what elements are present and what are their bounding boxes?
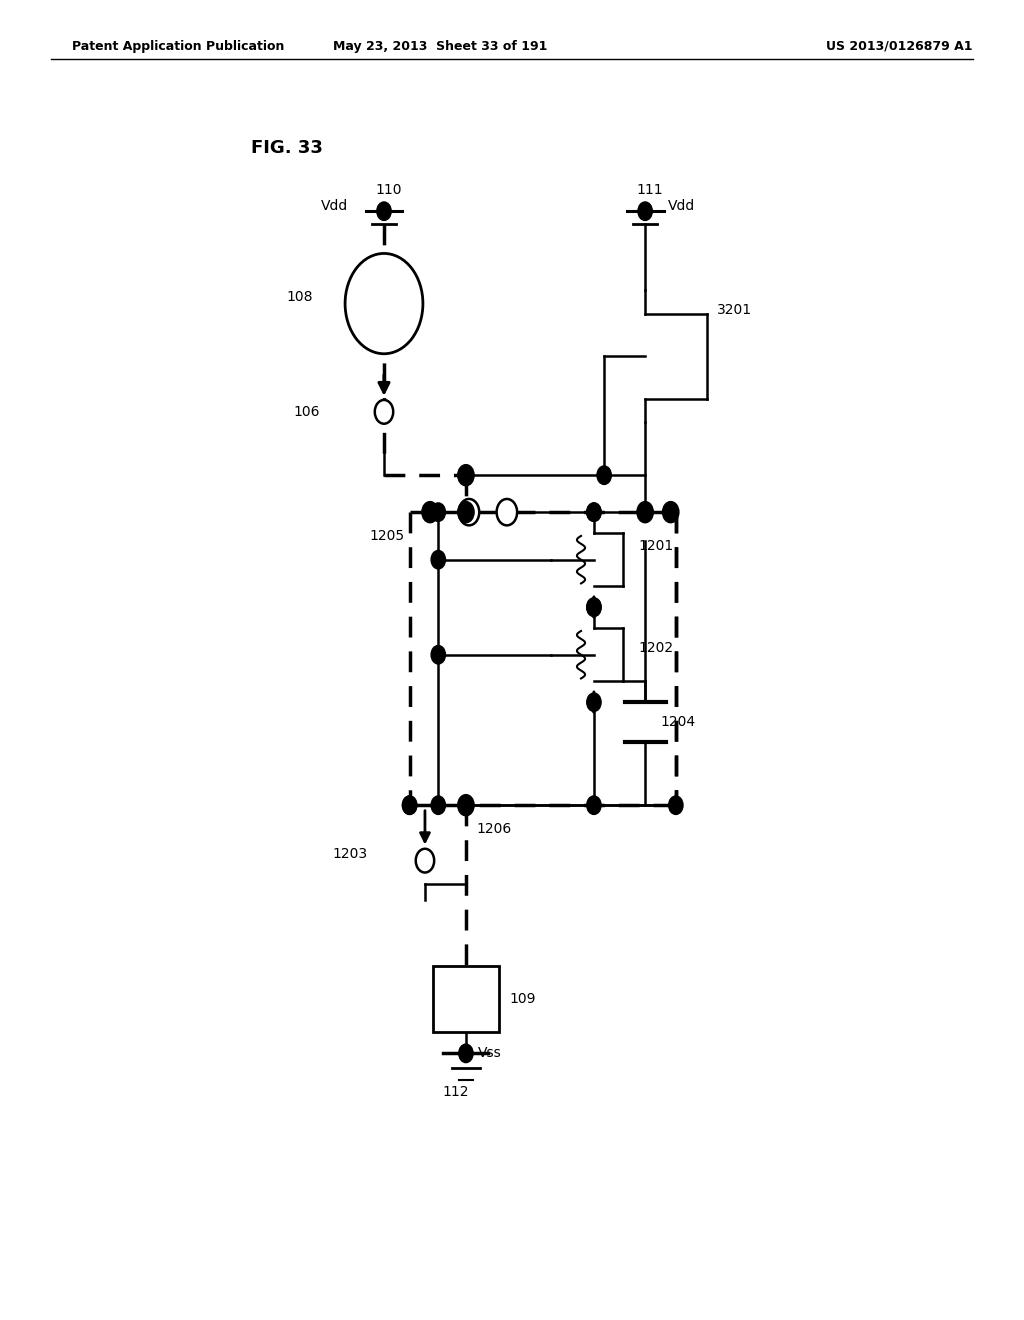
Circle shape — [597, 466, 611, 484]
Circle shape — [431, 796, 445, 814]
Text: Vdd: Vdd — [668, 199, 695, 213]
Circle shape — [458, 502, 474, 523]
Text: FIG. 33: FIG. 33 — [251, 139, 323, 157]
Circle shape — [458, 795, 474, 816]
Text: 3201: 3201 — [717, 304, 752, 317]
Bar — [432, 966, 500, 1032]
Circle shape — [402, 796, 417, 814]
Circle shape — [458, 465, 474, 486]
Circle shape — [587, 693, 601, 711]
Text: 111: 111 — [637, 183, 664, 197]
Circle shape — [459, 1044, 473, 1063]
Circle shape — [669, 796, 683, 814]
Text: Vss: Vss — [478, 1047, 502, 1060]
Text: May 23, 2013  Sheet 33 of 191: May 23, 2013 Sheet 33 of 191 — [333, 40, 548, 53]
Circle shape — [431, 503, 445, 521]
Text: 112: 112 — [442, 1085, 469, 1098]
Circle shape — [377, 202, 391, 220]
Circle shape — [587, 796, 601, 814]
Text: US 2013/0126879 A1: US 2013/0126879 A1 — [826, 40, 973, 53]
Text: Vdd: Vdd — [321, 199, 348, 213]
Text: 109: 109 — [510, 993, 536, 1006]
Text: 1203: 1203 — [333, 847, 368, 861]
Circle shape — [375, 400, 393, 424]
Circle shape — [664, 503, 678, 521]
Text: 1204: 1204 — [660, 715, 695, 729]
Text: 1206: 1206 — [476, 822, 511, 836]
Circle shape — [431, 550, 445, 569]
Text: 1201: 1201 — [638, 540, 673, 553]
Text: 110: 110 — [376, 183, 402, 197]
Circle shape — [497, 499, 517, 525]
Text: 108: 108 — [287, 290, 313, 304]
Circle shape — [637, 502, 653, 523]
Text: 1205: 1205 — [370, 529, 404, 543]
Circle shape — [431, 645, 445, 664]
Circle shape — [638, 202, 652, 220]
Circle shape — [416, 849, 434, 873]
Circle shape — [402, 796, 417, 814]
Circle shape — [587, 598, 601, 616]
Circle shape — [345, 253, 423, 354]
Text: Patent Application Publication: Patent Application Publication — [72, 40, 284, 53]
Text: 1202: 1202 — [638, 642, 673, 655]
Circle shape — [459, 499, 479, 525]
Circle shape — [587, 503, 601, 521]
Circle shape — [422, 502, 438, 523]
Circle shape — [663, 502, 679, 523]
Circle shape — [587, 598, 601, 616]
Circle shape — [587, 503, 601, 521]
Text: 106: 106 — [294, 405, 321, 418]
